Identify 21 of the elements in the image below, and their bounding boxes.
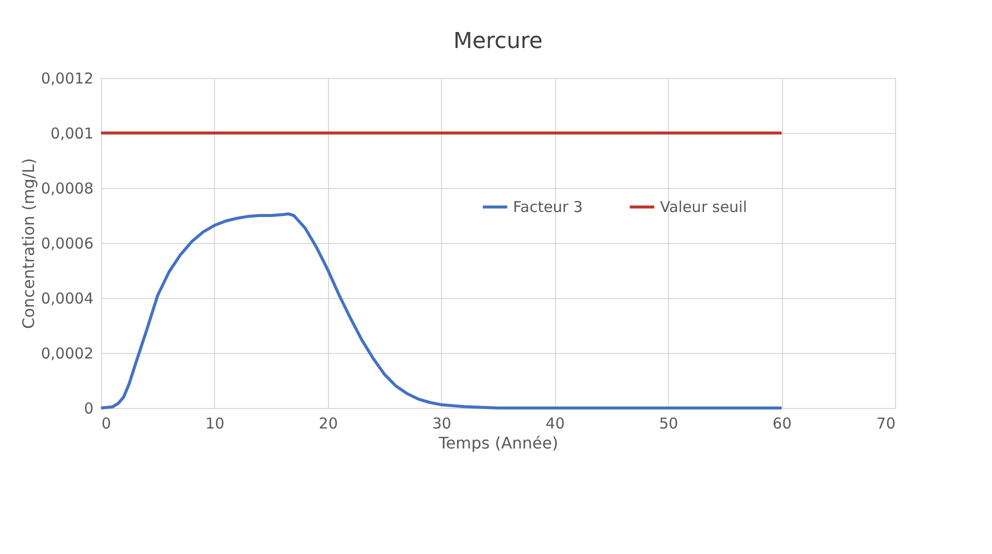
x-tick-label: 10 xyxy=(205,414,224,432)
x-axis-title: Temps (Année) xyxy=(438,434,558,452)
x-tick-label: 60 xyxy=(772,414,792,432)
legend-label: Facteur 3 xyxy=(513,198,583,216)
y-tick-label: 0,0012 xyxy=(41,70,94,88)
x-tick-label: 30 xyxy=(432,414,452,432)
x-tick-label: 40 xyxy=(546,414,565,432)
y-axis-title: Concentration (mg/L) xyxy=(19,158,38,329)
y-tick-label: 0,0008 xyxy=(41,180,94,198)
x-tick-label: 0 xyxy=(102,414,112,432)
y-tick-label: 0,0002 xyxy=(41,344,94,362)
legend-label: Valeur seuil xyxy=(660,198,748,216)
x-tick-label: 70 xyxy=(876,414,896,432)
y-tick-label: 0,001 xyxy=(50,124,94,142)
line-series xyxy=(100,212,784,410)
x-tick-label: 50 xyxy=(659,414,678,432)
y-tick-label: 0,0006 xyxy=(41,234,94,252)
chart-title: Mercure xyxy=(453,29,543,54)
y-tick-label: 0,0004 xyxy=(41,290,94,308)
y-tick-label: 0 xyxy=(84,400,94,418)
x-tick-label: 20 xyxy=(318,414,338,432)
